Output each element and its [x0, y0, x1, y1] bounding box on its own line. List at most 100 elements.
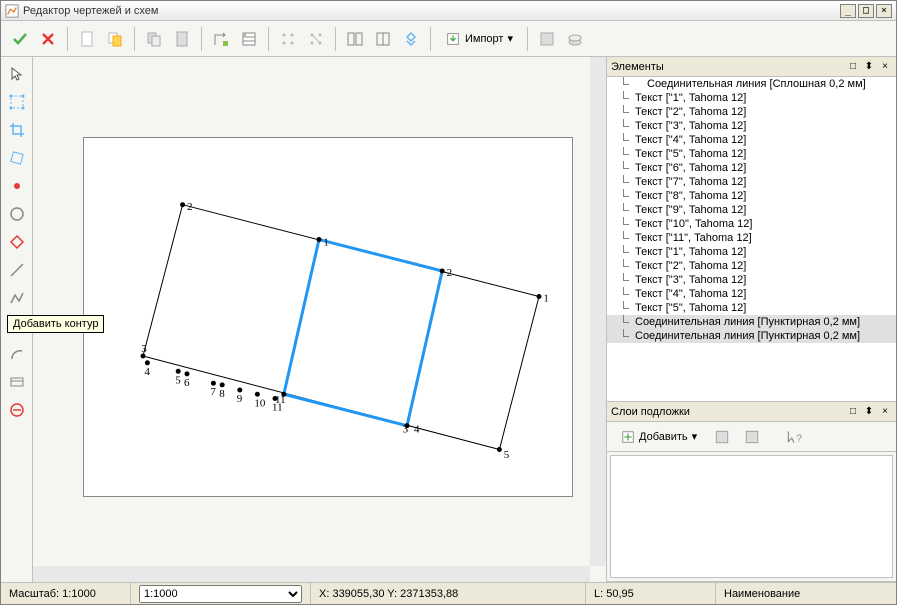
dropdown-icon: ▾: [692, 430, 698, 443]
tree-item[interactable]: Текст ["3", Tahoma 12]: [607, 119, 896, 133]
layers-close-button[interactable]: ×: [878, 405, 892, 419]
tree-item[interactable]: Текст ["1", Tahoma 12]: [607, 91, 896, 105]
tree-item[interactable]: Текст ["5", Tahoma 12]: [607, 147, 896, 161]
tree-item[interactable]: Текст ["5", Tahoma 12]: [607, 301, 896, 315]
line-tool[interactable]: [4, 257, 30, 283]
reject-button[interactable]: [35, 26, 61, 52]
close-button[interactable]: ×: [876, 4, 892, 18]
tree-item[interactable]: Текст ["6", Tahoma 12]: [607, 161, 896, 175]
canvas-paper: 21531231145678910114: [83, 137, 573, 497]
tree-item[interactable]: Текст ["7", Tahoma 12]: [607, 175, 896, 189]
layers-toolbar: Добавить ▾ ?: [607, 422, 896, 452]
svg-text:2: 2: [447, 267, 453, 279]
tree-item[interactable]: Текст ["4", Tahoma 12]: [607, 287, 896, 301]
scale-dropdown[interactable]: 1:1000: [139, 585, 302, 603]
elements-tree[interactable]: Соединительная линия [Сплошная 0,2 мм]Те…: [607, 77, 896, 401]
panel-close-button[interactable]: ×: [878, 60, 892, 74]
svg-text:3: 3: [403, 424, 409, 436]
elements-panel-header: Элементы □ ⬍ ×: [607, 57, 896, 77]
tree-item[interactable]: Текст ["10", Tahoma 12]: [607, 217, 896, 231]
layout1-button[interactable]: [342, 26, 368, 52]
polygon-tool[interactable]: [4, 229, 30, 255]
layout2-button[interactable]: [370, 26, 396, 52]
layer-help-button[interactable]: ?: [781, 424, 807, 450]
svg-text:11: 11: [272, 402, 283, 414]
app-icon: [5, 4, 19, 18]
rotate-tool[interactable]: [4, 145, 30, 171]
panel-dock-button[interactable]: □: [846, 60, 860, 74]
misc2-button[interactable]: [562, 26, 588, 52]
paste-button[interactable]: [102, 26, 128, 52]
svg-text:1: 1: [543, 293, 549, 305]
horizontal-scrollbar[interactable]: [33, 566, 590, 582]
svg-text:4: 4: [144, 366, 150, 378]
svg-text:10: 10: [254, 397, 266, 409]
main-toolbar: Импорт ▾: [1, 21, 896, 57]
minimize-button[interactable]: _: [840, 4, 856, 18]
svg-text:5: 5: [504, 449, 510, 461]
add-layer-button[interactable]: Добавить ▾: [613, 424, 705, 450]
select-tool[interactable]: [4, 89, 30, 115]
svg-text:4: 4: [414, 424, 420, 436]
import-button[interactable]: Импорт ▾: [437, 26, 521, 52]
main-window: Редактор чертежей и схем _ □ × Импорт ▾: [0, 0, 897, 605]
titlebar: Редактор чертежей и схем _ □ ×: [1, 1, 896, 21]
right-panel: Элементы □ ⬍ × Соединительная линия [Спл…: [606, 57, 896, 582]
pointer-tool[interactable]: [4, 61, 30, 87]
maximize-button[interactable]: □: [858, 4, 874, 18]
properties-button[interactable]: [236, 26, 262, 52]
layer-edit-button[interactable]: [709, 424, 735, 450]
transform-button[interactable]: [208, 26, 234, 52]
tree-item[interactable]: Текст ["2", Tahoma 12]: [607, 105, 896, 119]
canvas-viewport[interactable]: 21531231145678910114: [33, 57, 606, 582]
misc1-button[interactable]: [534, 26, 560, 52]
canvas-area: 21531231145678910114: [33, 57, 606, 582]
grid1-button[interactable]: [275, 26, 301, 52]
import-label: Импорт: [465, 33, 503, 45]
svg-text:5: 5: [175, 374, 181, 386]
grid2-button[interactable]: [303, 26, 329, 52]
svg-text:3: 3: [141, 343, 147, 355]
tree-item[interactable]: Текст ["8", Tahoma 12]: [607, 189, 896, 203]
layers-title: Слои подложки: [611, 406, 844, 418]
circle-tool[interactable]: [4, 201, 30, 227]
drawing-svg: 21531231145678910114: [84, 138, 572, 496]
statusbar: Масштаб: 1:1000 1:1000 X: 339055,30 Y: 2…: [1, 582, 896, 604]
status-name-label: Наименование: [716, 583, 896, 604]
snap-button[interactable]: [398, 26, 424, 52]
tooltip: Добавить контур: [7, 315, 104, 333]
layers-panel-header: Слои подложки □ ⬍ ×: [607, 402, 896, 422]
status-coords: X: 339055,30 Y: 2371353,88: [311, 583, 586, 604]
point-tool[interactable]: [4, 173, 30, 199]
tree-item[interactable]: Текст ["2", Tahoma 12]: [607, 259, 896, 273]
tree-item[interactable]: Текст ["4", Tahoma 12]: [607, 133, 896, 147]
panel-pin-button[interactable]: ⬍: [862, 60, 876, 74]
layer-delete-button[interactable]: [739, 424, 765, 450]
new-button[interactable]: [74, 26, 100, 52]
status-scale-label: Масштаб: 1:1000: [1, 583, 131, 604]
tree-item[interactable]: Соединительная линия [Сплошная 0,2 мм]: [607, 77, 896, 91]
layers-dock-button[interactable]: □: [846, 405, 860, 419]
body-area: Добавить контур 21531231145678910114 Эле…: [1, 57, 896, 582]
tree-item[interactable]: Текст ["9", Tahoma 12]: [607, 203, 896, 217]
vertical-scrollbar[interactable]: [590, 57, 606, 566]
tree-item[interactable]: Текст ["1", Tahoma 12]: [607, 245, 896, 259]
tree-item[interactable]: Соединительная линия [Пунктирная 0,2 мм]: [607, 315, 896, 329]
layers-list[interactable]: [610, 455, 893, 578]
svg-text:1: 1: [323, 237, 329, 249]
tree-item[interactable]: Текст ["3", Tahoma 12]: [607, 273, 896, 287]
arc-tool[interactable]: [4, 341, 30, 367]
tree-item[interactable]: Соединительная линия [Пунктирная 0,2 мм]: [607, 329, 896, 343]
svg-text:8: 8: [219, 388, 225, 400]
svg-text:2: 2: [187, 201, 193, 213]
text-tool[interactable]: [4, 369, 30, 395]
accept-button[interactable]: [7, 26, 33, 52]
crop-tool[interactable]: [4, 117, 30, 143]
copy-button[interactable]: [141, 26, 167, 52]
polyline-tool[interactable]: [4, 285, 30, 311]
doc-button[interactable]: [169, 26, 195, 52]
status-scale-select[interactable]: 1:1000: [131, 583, 311, 604]
tree-item[interactable]: Текст ["11", Tahoma 12]: [607, 231, 896, 245]
layers-pin-button[interactable]: ⬍: [862, 405, 876, 419]
delete-tool[interactable]: [4, 397, 30, 423]
